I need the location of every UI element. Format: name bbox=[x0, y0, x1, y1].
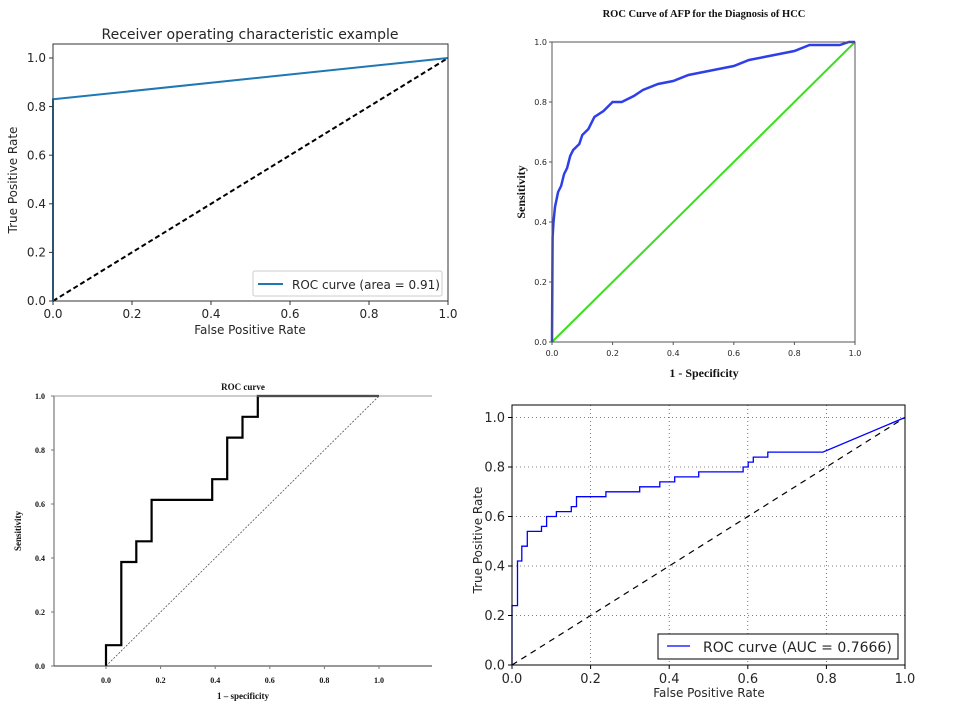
chart-roc-afp: ROC Curve of AFP for the Diagnosis of HC… bbox=[514, 9, 861, 380]
x-tick-label: 0.4 bbox=[667, 349, 680, 358]
chart-title: Receiver operating characteristic exampl… bbox=[101, 27, 398, 43]
series-line-chance bbox=[52, 57, 449, 302]
y-tick-label: 0.6 bbox=[35, 500, 45, 509]
x-axis-label: 1 - Specificity bbox=[669, 366, 738, 380]
chart-title: ROC Curve of AFP for the Diagnosis of HC… bbox=[603, 9, 806, 20]
y-axis-label: Sensitivity bbox=[13, 511, 23, 552]
y-tick-label: 0.2 bbox=[534, 278, 547, 287]
plot-frame bbox=[551, 41, 856, 343]
x-tick-label: 0.6 bbox=[727, 349, 740, 358]
x-tick-label: 1.0 bbox=[374, 676, 384, 685]
y-tick-label: 0.4 bbox=[534, 218, 547, 227]
x-tick-label: 0.4 bbox=[659, 672, 680, 687]
y-tick-label: 0.2 bbox=[35, 608, 45, 617]
x-tick-label: 0.4 bbox=[210, 676, 220, 685]
x-tick-label: 1.0 bbox=[438, 307, 457, 321]
legend-label: ROC curve (area = 0.91) bbox=[292, 278, 440, 292]
x-axis-label: 1 – specificity bbox=[217, 691, 269, 701]
plot-frame bbox=[52, 43, 449, 302]
series-line-reference bbox=[551, 41, 856, 343]
y-tick-label: 1.0 bbox=[35, 392, 45, 401]
x-tick-label: 0.6 bbox=[280, 307, 299, 321]
x-tick-label: 0.2 bbox=[580, 672, 601, 687]
x-tick-label: 0.2 bbox=[606, 349, 619, 358]
y-tick-label: 0.6 bbox=[27, 148, 46, 162]
x-axis-label: False Positive Rate bbox=[653, 686, 765, 700]
y-tick-label: 0.8 bbox=[27, 100, 46, 114]
y-tick-label: 0.4 bbox=[27, 197, 46, 211]
x-tick-label: 1.0 bbox=[895, 672, 916, 687]
x-tick-label: 0.2 bbox=[156, 676, 166, 685]
x-tick-label: 0.0 bbox=[101, 676, 111, 685]
series-line-roc-curve-auc-0-7666 bbox=[511, 416, 906, 665]
chart-title: ROC curve bbox=[221, 382, 265, 392]
y-tick-label: 0.0 bbox=[27, 294, 46, 308]
y-tick-label: 0.6 bbox=[484, 510, 505, 525]
y-axis-label: Sensitivity bbox=[514, 165, 528, 218]
plot-frame bbox=[511, 404, 906, 666]
y-tick-label: 0.2 bbox=[27, 246, 46, 260]
series-line-roc bbox=[104, 394, 379, 666]
y-tick-label: 0.8 bbox=[35, 446, 45, 455]
y-tick-label: 1.0 bbox=[534, 38, 547, 47]
y-tick-label: 0.2 bbox=[484, 609, 505, 624]
y-tick-label: 0.4 bbox=[484, 560, 505, 575]
y-tick-label: 0.8 bbox=[534, 98, 547, 107]
x-tick-label: 0.2 bbox=[122, 307, 141, 321]
y-tick-label: 0.0 bbox=[484, 659, 505, 674]
chart-roc-step: ROC curve 0.0 0.0 0.2 0.2 0.4 0.4 0.6 0.6 0.8 0.8… bbox=[13, 382, 432, 701]
y-tick-label: 1.0 bbox=[484, 411, 505, 426]
series-line-afp bbox=[550, 40, 855, 343]
y-tick-label: 0.8 bbox=[484, 461, 505, 476]
y-tick-label: 0.0 bbox=[35, 662, 45, 671]
x-tick-label: 0.6 bbox=[737, 672, 758, 687]
y-tick-label: 0.0 bbox=[534, 338, 547, 347]
series-line-reference bbox=[105, 395, 380, 667]
x-tick-label: 1.0 bbox=[849, 349, 862, 358]
x-tick-label: 0.0 bbox=[502, 672, 523, 687]
legend-box bbox=[657, 633, 899, 660]
x-tick-label: 0.8 bbox=[788, 349, 801, 358]
legend: ROC curve (AUC = 0.7666) bbox=[657, 633, 899, 660]
x-tick-label: 0.4 bbox=[201, 307, 220, 321]
x-tick-label: 0.6 bbox=[265, 676, 275, 685]
x-tick-label: 0.8 bbox=[319, 676, 329, 685]
x-tick-label: 0.8 bbox=[359, 307, 378, 321]
x-tick-label: 0.0 bbox=[43, 307, 62, 321]
x-tick-label: 0.0 bbox=[546, 349, 559, 358]
legend-box bbox=[252, 270, 443, 297]
y-tick-label: 0.4 bbox=[35, 554, 45, 563]
x-axis-label: False Positive Rate bbox=[194, 323, 306, 337]
y-tick-label: 1.0 bbox=[27, 51, 46, 65]
x-tick-label: 0.8 bbox=[816, 672, 837, 687]
chart-roc-example: Receiver operating characteristic exampl… bbox=[6, 27, 458, 337]
y-axis-label: True Positive Rate bbox=[6, 127, 20, 235]
legend-label: ROC curve (AUC = 0.7666) bbox=[703, 640, 892, 656]
series-line-chance bbox=[511, 416, 906, 666]
chart-roc-auc: 0.00.0 0.2 0.2 0.4 0.4 0.6 0.6 0.8 0.8 1.0 1.0 Fal… bbox=[471, 404, 916, 700]
legend: ROC curve (area = 0.91) bbox=[252, 270, 443, 297]
y-tick-label: 0.6 bbox=[534, 158, 547, 167]
y-axis-label: True Positive Rate bbox=[471, 487, 485, 595]
